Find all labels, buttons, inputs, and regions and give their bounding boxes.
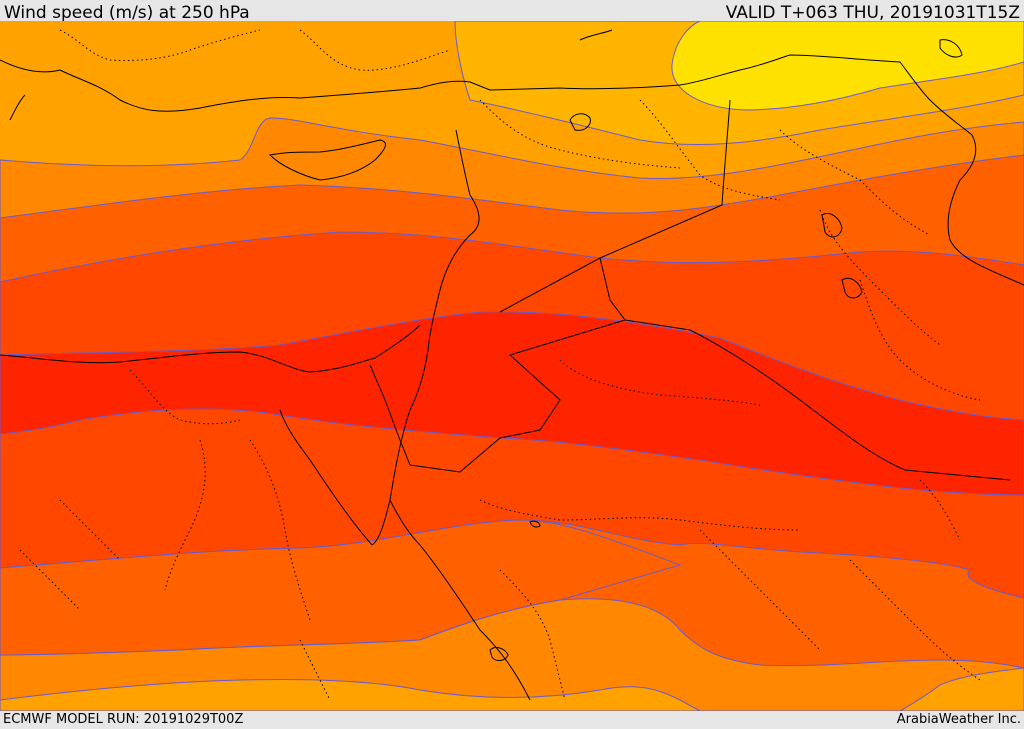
band-red-jet-core (0, 311, 1024, 496)
coastlines (0, 54, 1024, 701)
islands (489, 29, 963, 661)
admin-boundaries (19, 29, 981, 701)
map-svg (0, 21, 1024, 711)
band-yellow (671, 21, 1024, 111)
valid-time: VALID T+063 THU, 20191031T15Z (725, 3, 1020, 23)
band-south-light (0, 679, 701, 711)
model-run: ECMWF MODEL RUN: 20191029T00Z (3, 712, 244, 727)
credit: ArabiaWeather Inc. (896, 712, 1021, 727)
wind-speed-map (0, 21, 1024, 711)
header-bar: Wind speed (m/s) at 250 hPa VALID T+063 … (0, 0, 1024, 23)
band-southeast-light (899, 667, 1024, 711)
map-title: Wind speed (m/s) at 250 hPa (4, 3, 250, 23)
footer-bar: ECMWF MODEL RUN: 20191029T00Z ArabiaWeat… (0, 711, 1024, 729)
